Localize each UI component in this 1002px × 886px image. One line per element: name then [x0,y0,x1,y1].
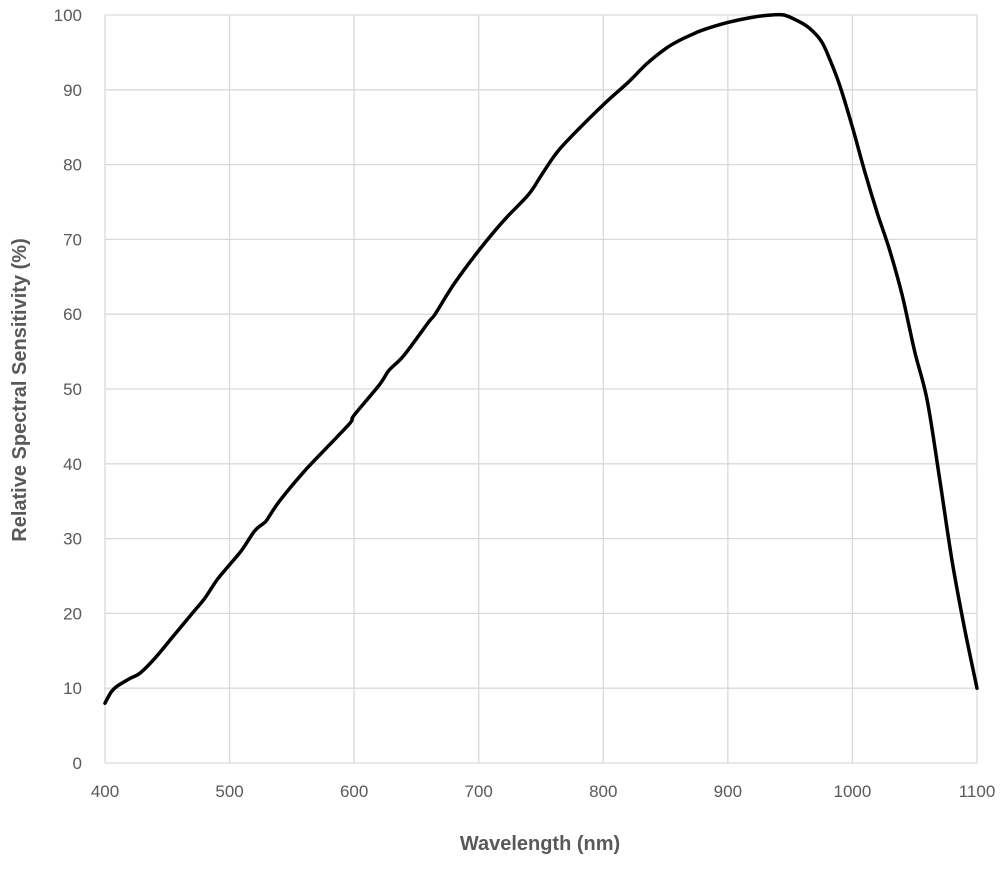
x-tick-label: 700 [465,782,493,801]
x-tick-label: 600 [340,782,368,801]
x-tick-label: 500 [215,782,243,801]
y-tick-label: 80 [63,156,82,175]
x-tick-label: 1000 [834,782,872,801]
y-axis-tick-labels: 0 10 20 30 40 50 60 70 80 90 100 [54,6,82,773]
x-tick-label: 900 [714,782,742,801]
x-tick-label: 1100 [959,782,996,801]
y-axis-title: Relative Spectral Sensitivity (%) [9,238,31,541]
plot-series [103,12,979,705]
y-tick-label: 30 [63,530,82,549]
y-tick-label: 90 [63,81,82,100]
y-tick-label: 20 [63,604,82,623]
y-tick-label: 50 [63,380,82,399]
y-tick-label: 40 [63,455,82,474]
x-axis-tick-labels: 400 500 600 700 800 900 1000 1100 [91,782,995,801]
x-tick-label: 800 [589,782,617,801]
y-tick-label: 70 [63,230,82,249]
y-tick-label: 60 [63,305,82,324]
sensitivity-curve-line [103,12,979,705]
y-tick-label: 100 [54,6,82,25]
y-tick-label: 0 [73,754,82,773]
y-tick-label: 10 [63,679,82,698]
gridlines [104,14,978,764]
x-axis-title: Wavelength (nm) [460,833,620,855]
x-tick-label: 400 [91,782,119,801]
